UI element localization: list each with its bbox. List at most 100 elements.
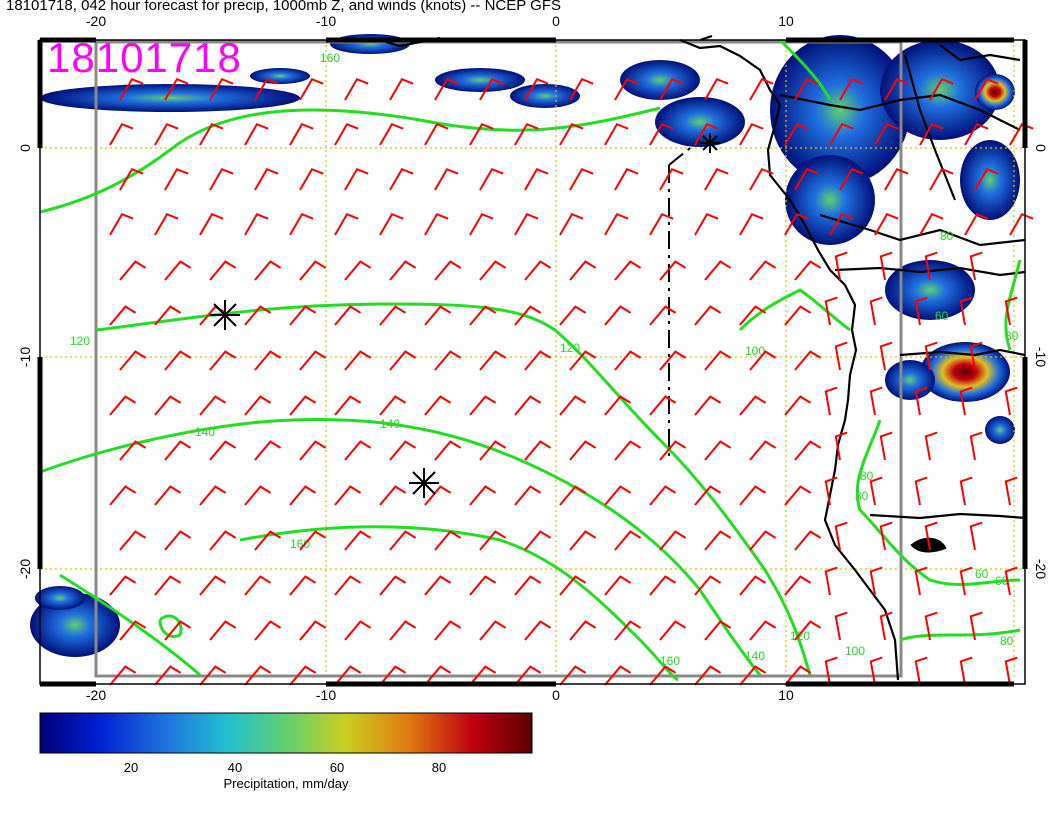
wind-barb: [794, 530, 822, 551]
wind-barb: [164, 77, 189, 101]
wind-barb: [614, 77, 639, 101]
wind-barb: [704, 167, 729, 191]
wind-barb: [649, 485, 677, 506]
wind-barb: [254, 530, 282, 551]
wind-barb: [834, 251, 848, 281]
wind-barb: [739, 212, 764, 236]
wind-barb: [254, 167, 279, 191]
wind-barb: [379, 395, 407, 416]
wind-barb: [974, 167, 999, 191]
wind-barb: [919, 122, 944, 146]
lon-labels-top: -20 -10 0 10: [86, 13, 794, 29]
wind-barb: [389, 530, 417, 551]
wind-barb: [299, 350, 327, 371]
wind-barb: [344, 620, 372, 641]
height-contours: [39, 38, 1022, 682]
wind-barb: [254, 440, 282, 461]
wind-barb: [879, 431, 893, 461]
wind-barb: [824, 656, 838, 686]
contour-label: 120: [560, 341, 580, 355]
wind-barb: [299, 260, 327, 281]
wind-barb: [784, 395, 812, 416]
wind-barb: [479, 350, 507, 371]
wind-barb: [254, 260, 282, 281]
wind-barb: [479, 260, 507, 281]
wind-barb: [524, 440, 552, 461]
wind-barb: [834, 341, 848, 371]
wind-barb: [479, 620, 507, 641]
wind-barb: [794, 167, 819, 191]
wind-barb: [839, 167, 864, 191]
wind-barb: [874, 122, 899, 146]
wind-barb: [434, 350, 462, 371]
lon-labels-bottom: -20 -10 0 10: [86, 687, 794, 703]
wind-barb: [334, 575, 362, 596]
wind-barb: [704, 530, 732, 551]
wind-barb: [469, 485, 497, 506]
wind-barb: [119, 620, 147, 641]
contour-label: 140: [380, 417, 400, 431]
wind-barb: [649, 665, 677, 686]
wind-barb: [379, 212, 404, 236]
wind-barb: [334, 305, 362, 326]
lon-label: 10: [778, 13, 794, 29]
wind-barb: [289, 212, 314, 236]
wind-barb: [154, 395, 182, 416]
wind-barb: [749, 620, 777, 641]
wind-barb: [604, 395, 632, 416]
wind-barb: [209, 620, 237, 641]
wind-barb: [694, 395, 722, 416]
wind-barb: [424, 122, 449, 146]
wind-barb: [1009, 122, 1034, 146]
wind-barb: [749, 260, 777, 281]
wind-barb: [869, 656, 883, 686]
wind-barb: [559, 305, 587, 326]
wind-barb: [659, 77, 684, 101]
contour-label: 80: [1000, 634, 1014, 648]
wind-barb: [479, 530, 507, 551]
lat-labels-left: 0 -10 -20: [17, 144, 33, 579]
lon-label: -10: [316, 13, 336, 29]
lon-label: -20: [86, 13, 106, 29]
lon-label: 10: [778, 687, 794, 703]
wind-barb: [614, 530, 642, 551]
wind-barb: [649, 305, 677, 326]
wind-barb: [959, 656, 973, 686]
wind-barb: [659, 350, 687, 371]
contour-label: 100: [845, 644, 865, 658]
wind-barb: [109, 122, 134, 146]
wind-barb: [929, 77, 954, 101]
wind-barb: [154, 485, 182, 506]
wind-barb: [704, 350, 732, 371]
wind-barb: [154, 665, 182, 686]
wind-barb: [334, 212, 359, 236]
wind-barb: [109, 485, 137, 506]
wind-barb: [659, 167, 684, 191]
wind-barb: [739, 485, 767, 506]
wind-barb: [604, 575, 632, 596]
wind-barb: [919, 212, 944, 236]
wind-barb: [289, 395, 317, 416]
wind-barb: [959, 476, 973, 506]
wind-barb: [379, 575, 407, 596]
wind-barb: [569, 167, 594, 191]
wind-barb: [164, 167, 189, 191]
high-pressure-marker-icon: [210, 300, 240, 330]
wind-barb: [244, 485, 272, 506]
wind-barb: [739, 665, 767, 686]
wind-barb: [794, 620, 822, 641]
wind-barb: [514, 485, 542, 506]
wind-barb: [969, 341, 983, 371]
wind-barb: [434, 530, 462, 551]
wind-barb: [209, 350, 237, 371]
wind-barb: [569, 530, 597, 551]
contour-label: 160: [320, 51, 340, 65]
wind-barb: [119, 77, 144, 101]
wind-barb: [209, 260, 237, 281]
wind-barb: [649, 212, 674, 236]
wind-barb: [829, 212, 854, 236]
wind-barb: [969, 251, 983, 281]
wind-barb: [289, 485, 317, 506]
wind-barb: [784, 575, 812, 596]
lat-label: 0: [1033, 144, 1049, 152]
